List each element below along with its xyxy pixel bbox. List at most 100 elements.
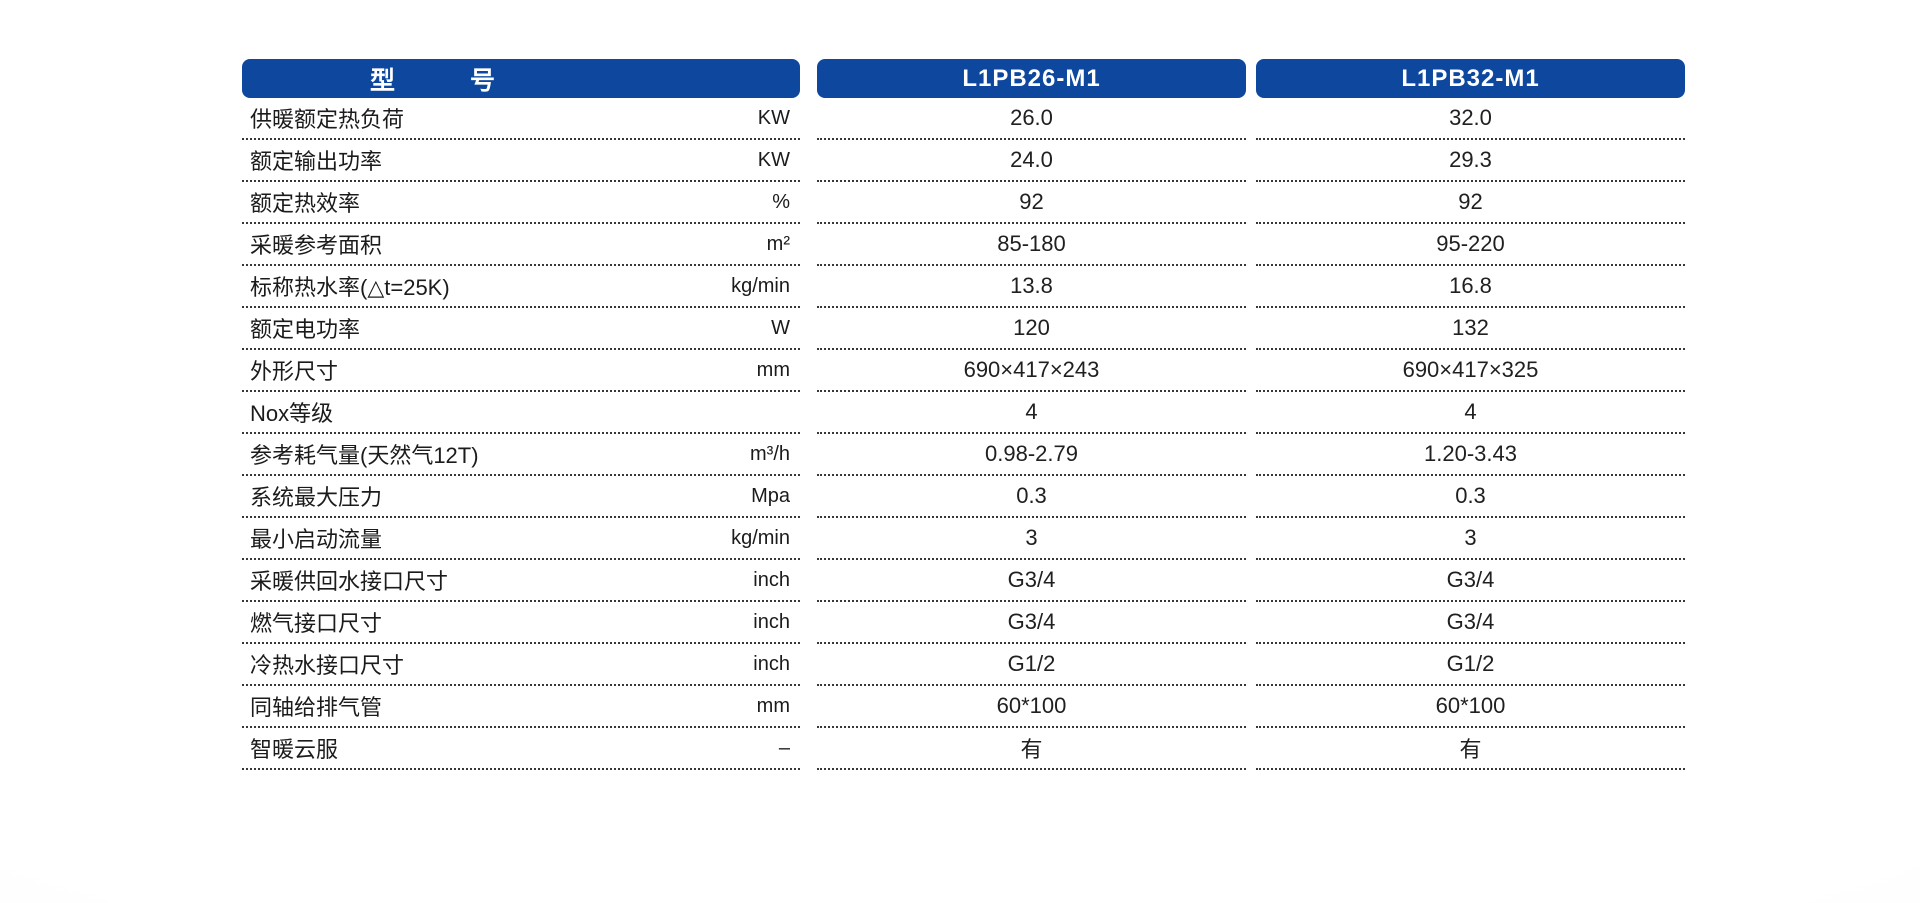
spec-label: 参考耗气量(天然气12T) (250, 443, 479, 468)
column-header-l1pb32-m1: L1PB32-M1 (1256, 59, 1685, 98)
spec-label: 燃气接口尺寸 (250, 611, 383, 636)
table-row: Nox等级 4 4 (242, 392, 1685, 434)
spec-label-cell: 最小启动流量 kg/min (242, 518, 800, 560)
spec-label: 采暖参考面积 (250, 233, 383, 258)
spec-label-cell: Nox等级 (242, 392, 800, 434)
table-row: 智暖云服 – 有有 (242, 728, 1685, 770)
spec-value-l1pb32-m1: 3 (1256, 518, 1685, 560)
spec-unit: % (772, 190, 790, 213)
spec-value-l1pb32-m1: 92 (1256, 182, 1685, 224)
spec-value-l1pb32-m1: 有 (1256, 728, 1685, 770)
spec-value-l1pb26-m1: 3 (817, 518, 1246, 560)
spec-label-cell: 采暖供回水接口尺寸 inch (242, 560, 800, 602)
spec-label: 额定输出功率 (250, 149, 383, 174)
spec-label-cell: 同轴给排气管 mm (242, 686, 800, 728)
spec-value-l1pb32-m1: 29.3 (1256, 140, 1685, 182)
spec-value-l1pb32-m1: 32.0 (1256, 98, 1685, 140)
spec-label: Nox等级 (250, 401, 334, 426)
spec-value-l1pb26-m1: 4 (817, 392, 1246, 434)
table-row: 额定输出功率 KW 24.0 29.3 (242, 140, 1685, 182)
column-gap (800, 59, 817, 98)
spec-value-l1pb26-m1: 0.98-2.79 (817, 434, 1246, 476)
spec-unit: Mpa (751, 484, 790, 507)
spec-value-l1pb32-m1: 16.8 (1256, 266, 1685, 308)
spec-label-cell: 标称热水率(△t=25K) kg/min (242, 266, 800, 308)
spec-value-l1pb26-m1: 13.8 (817, 266, 1246, 308)
column-gap (800, 98, 817, 140)
column-gap (1246, 59, 1256, 98)
spec-value-l1pb32-m1: 4 (1256, 392, 1685, 434)
column-gap (800, 686, 817, 728)
column-gap (800, 476, 817, 518)
spec-unit: KW (757, 106, 790, 129)
column-gap (1246, 266, 1256, 308)
column-gap (1246, 434, 1256, 476)
column-gap (1246, 224, 1256, 266)
table-row: 供暖额定热负荷 KW 26.0 32.0 (242, 98, 1685, 140)
column-gap (800, 434, 817, 476)
spec-value-l1pb26-m1: G3/4 (817, 560, 1246, 602)
spec-value-l1pb32-m1: 95-220 (1256, 224, 1685, 266)
spec-unit: – (778, 736, 790, 759)
spec-unit: kg/min (731, 274, 790, 297)
column-gap (1246, 392, 1256, 434)
column-gap (800, 602, 817, 644)
column-gap (1246, 98, 1256, 140)
column-header-model-label: 型 号 (242, 59, 800, 98)
table-row: 标称热水率(△t=25K) kg/min 13.8 16.8 (242, 266, 1685, 308)
table-row: 系统最大压力 Mpa 0.3 0.3 (242, 476, 1685, 518)
column-gap (800, 140, 817, 182)
spec-unit: kg/min (731, 526, 790, 549)
table-row: 燃气接口尺寸 inch G3/4 G3/4 (242, 602, 1685, 644)
column-gap (1246, 686, 1256, 728)
spec-table-header-row: 型 号 L1PB26-M1 L1PB32-M1 (242, 59, 1685, 98)
spec-value-l1pb26-m1: 24.0 (817, 140, 1246, 182)
column-gap (800, 350, 817, 392)
table-row: 外形尺寸 mm 690×417×243 690×417×325 (242, 350, 1685, 392)
spec-label-cell: 智暖云服 – (242, 728, 800, 770)
column-gap (800, 392, 817, 434)
spec-value-l1pb26-m1: 60*100 (817, 686, 1246, 728)
spec-label-cell: 参考耗气量(天然气12T) m³/h (242, 434, 800, 476)
column-gap (1246, 602, 1256, 644)
table-row: 额定电功率 W 120 132 (242, 308, 1685, 350)
spec-value-l1pb26-m1: 0.3 (817, 476, 1246, 518)
table-row: 采暖供回水接口尺寸 inch G3/4 G3/4 (242, 560, 1685, 602)
spec-value-l1pb26-m1: G1/2 (817, 644, 1246, 686)
spec-label: 智暖云服 (250, 737, 339, 762)
spec-table: 型 号 L1PB26-M1 L1PB32-M1 供暖额定热负荷 KW 26.0 32.… (242, 59, 1685, 770)
table-row: 额定热效率% 92 92 (242, 182, 1685, 224)
spec-unit: W (771, 316, 790, 339)
spec-label: 系统最大压力 (250, 485, 383, 510)
spec-label: 标称热水率(△t=25K) (250, 275, 450, 300)
column-header-l1pb26-m1: L1PB26-M1 (817, 59, 1246, 98)
column-gap (1246, 350, 1256, 392)
spec-unit: KW (757, 148, 790, 171)
spec-value-l1pb26-m1: 26.0 (817, 98, 1246, 140)
spec-label: 冷热水接口尺寸 (250, 653, 405, 678)
column-gap (1246, 140, 1256, 182)
spec-value-l1pb26-m1: 85-180 (817, 224, 1246, 266)
spec-unit: inch (753, 652, 790, 675)
column-gap (1246, 644, 1256, 686)
column-gap (800, 224, 817, 266)
column-gap (800, 644, 817, 686)
column-gap (1246, 728, 1256, 770)
table-row: 冷热水接口尺寸 inch G1/2 G1/2 (242, 644, 1685, 686)
column-gap (800, 560, 817, 602)
spec-unit: mm (756, 358, 790, 381)
spec-label-cell: 额定热效率% (242, 182, 800, 224)
spec-label: 额定热效率 (250, 191, 361, 216)
column-gap (800, 182, 817, 224)
spec-value-l1pb26-m1: G3/4 (817, 602, 1246, 644)
spec-value-l1pb32-m1: G1/2 (1256, 644, 1685, 686)
spec-label: 同轴给排气管 (250, 695, 383, 720)
column-gap (800, 266, 817, 308)
spec-label: 额定电功率 (250, 317, 361, 342)
table-row: 采暖参考面积 m² 85-180 95-220 (242, 224, 1685, 266)
spec-value-l1pb32-m1: 1.20-3.43 (1256, 434, 1685, 476)
column-gap (1246, 518, 1256, 560)
column-gap (800, 728, 817, 770)
spec-label-cell: 燃气接口尺寸 inch (242, 602, 800, 644)
table-row: 最小启动流量 kg/min 3 3 (242, 518, 1685, 560)
